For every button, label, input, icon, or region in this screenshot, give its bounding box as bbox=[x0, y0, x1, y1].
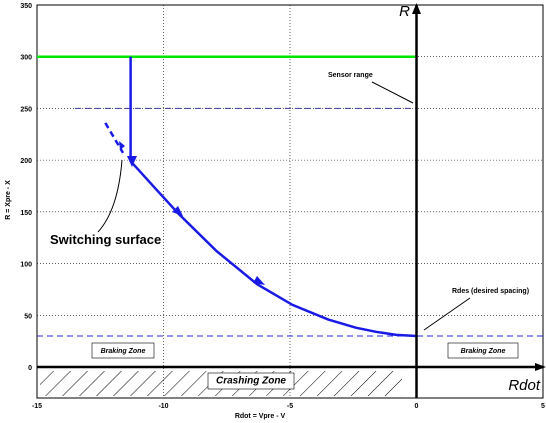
annotation: Crashing Zone bbox=[216, 376, 286, 387]
annotation: Sensor range bbox=[328, 72, 373, 79]
pointer bbox=[97, 159, 123, 233]
series-group bbox=[37, 55, 543, 338]
y-tick-label: 50 bbox=[24, 313, 32, 320]
y-tick-label: 300 bbox=[20, 55, 32, 62]
rdot-axis-label: Rdot bbox=[508, 377, 541, 394]
arrow bbox=[172, 206, 183, 216]
series-line bbox=[129, 56, 417, 338]
x-tick-label: -5 bbox=[287, 403, 293, 410]
zone-box bbox=[447, 342, 519, 359]
annotation: Braking Zone bbox=[461, 348, 506, 355]
y-axis-title: R = Xpre - X bbox=[5, 180, 12, 220]
x-tick-label: -10 bbox=[158, 403, 168, 410]
pointer bbox=[371, 81, 414, 104]
series-line bbox=[104, 122, 125, 154]
x-axis-title: Rdot = Vpre - V bbox=[235, 413, 286, 420]
x-tick-label: -15 bbox=[32, 403, 42, 410]
annotation: Braking Zone bbox=[101, 348, 146, 355]
arrow bbox=[253, 276, 265, 285]
arrow bbox=[119, 141, 125, 150]
grid bbox=[36, 4, 544, 398]
y-tick-label: 250 bbox=[20, 106, 32, 113]
axis-arrow bbox=[535, 363, 546, 371]
x-tick-label: 5 bbox=[541, 403, 545, 410]
zone-box bbox=[207, 372, 295, 390]
annotation: Rdes (desired spacing) bbox=[452, 288, 529, 295]
arrow bbox=[127, 156, 137, 167]
y-tick-label: 200 bbox=[20, 158, 32, 165]
y-tick-label: 150 bbox=[20, 210, 32, 217]
plot-frame bbox=[36, 4, 544, 399]
axis-arrow bbox=[412, 3, 421, 14]
annotation: Switching surface bbox=[50, 232, 161, 247]
y-tick-label: 350 bbox=[20, 3, 32, 10]
pointer bbox=[423, 297, 471, 331]
x-tick-label: 0 bbox=[415, 403, 419, 410]
y-tick-label: 0 bbox=[28, 365, 32, 372]
zone-box bbox=[91, 342, 155, 359]
r-axis-label: R bbox=[399, 3, 410, 20]
y-tick-label: 100 bbox=[20, 262, 32, 269]
